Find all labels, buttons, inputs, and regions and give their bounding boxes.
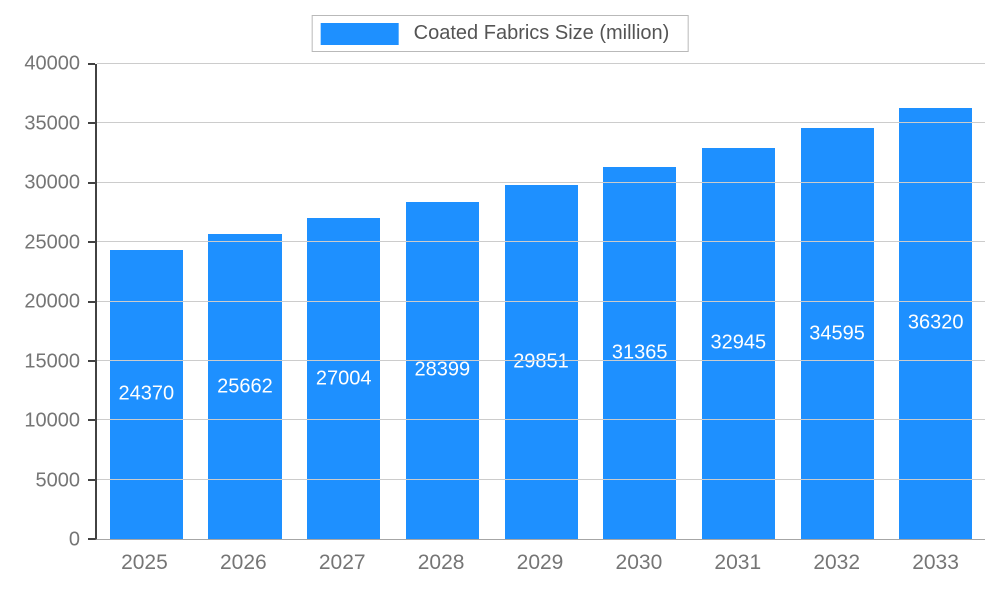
bar-slot: 28399 <box>393 64 492 539</box>
y-tick-label: 40000 <box>24 52 80 75</box>
bar-slot: 27004 <box>294 64 393 539</box>
gridline <box>97 419 985 421</box>
bar-slot: 24370 <box>97 64 196 539</box>
y-tick-label: 5000 <box>35 469 81 491</box>
y-tick-label: 25000 <box>24 231 80 253</box>
x-tick-label: 2028 <box>417 551 465 574</box>
legend-swatch <box>320 22 399 45</box>
y-tick-mark <box>88 419 95 422</box>
y-tick-mark <box>88 241 95 244</box>
bar-value-label: 34595 <box>809 322 865 345</box>
x-tick-label: 2027 <box>318 551 366 574</box>
gridline <box>97 241 985 243</box>
bar-value-label: 28399 <box>414 358 471 381</box>
x-tick-label: 2026 <box>219 551 267 574</box>
x-tick-label: 2032 <box>813 551 861 574</box>
y-tick-mark <box>88 181 95 184</box>
gridline <box>97 478 985 480</box>
gridline <box>97 63 985 64</box>
bar-value-label: 25662 <box>217 375 273 398</box>
gridline <box>97 300 985 302</box>
y-tick-label: 0 <box>68 528 80 551</box>
gridline <box>97 359 985 361</box>
bars-container: 24370 25662 27004 28399 29851 31365 32945 34595… <box>97 64 985 539</box>
bar-2030[interactable]: 31365 <box>603 166 677 539</box>
plot-area: 24370 25662 27004 28399 29851 31365 32945 34595… <box>88 63 985 540</box>
bar-slot: 29851 <box>492 64 591 539</box>
x-tick-label: 2031 <box>714 551 762 574</box>
bar-value-label: 32945 <box>710 331 767 354</box>
bar-2031[interactable]: 32945 <box>701 147 775 539</box>
bar-value-label: 29851 <box>513 350 569 373</box>
bar-value-label: 36320 <box>907 311 964 334</box>
bar-value-label: 24370 <box>118 382 175 405</box>
x-tick-label: 2030 <box>615 551 663 574</box>
gridline <box>97 181 985 183</box>
chart-legend: Coated Fabrics Size (million) <box>311 15 689 52</box>
gridline <box>97 122 985 124</box>
bar-slot: 32945 <box>689 64 788 539</box>
bar-2029[interactable]: 29851 <box>504 184 578 539</box>
bar-slot: 31365 <box>590 64 689 539</box>
y-tick-mark <box>88 538 95 540</box>
y-tick-label: 35000 <box>24 112 80 134</box>
x-tick-label: 2033 <box>912 551 959 574</box>
bar-2028[interactable]: 28399 <box>405 201 479 539</box>
y-tick-label: 20000 <box>24 290 80 313</box>
y-tick-label: 15000 <box>24 350 80 372</box>
bar-slot: 25662 <box>196 64 295 539</box>
x-axis: 2025 2026 2027 2028 2029 2030 2031 2032 2033 <box>95 551 985 575</box>
x-tick-label: 2029 <box>516 551 564 574</box>
bar-2032[interactable]: 34595 <box>800 128 874 539</box>
bar-slot: 36320 <box>886 64 985 539</box>
legend-label: Coated Fabrics Size (million) <box>413 22 670 44</box>
bar-value-label: 31365 <box>611 341 668 364</box>
x-tick-label: 2025 <box>121 551 168 574</box>
y-axis: 0 5000 10000 15000 20000 25000 30000 35000 40000 <box>0 53 86 551</box>
bar-2026[interactable]: 25662 <box>208 234 282 539</box>
y-tick-label: 10000 <box>24 409 80 432</box>
y-tick-mark <box>88 122 95 125</box>
bar-2033[interactable]: 36320 <box>899 107 973 539</box>
bar-slot: 34595 <box>788 64 887 539</box>
y-tick-mark <box>88 63 95 65</box>
y-tick-mark <box>88 300 95 303</box>
y-tick-mark <box>88 478 95 481</box>
y-tick-mark <box>88 359 95 362</box>
bar-value-label: 27004 <box>315 367 372 390</box>
bar-2025[interactable]: 24370 <box>109 249 183 539</box>
y-tick-label: 30000 <box>24 171 80 194</box>
bar-2027[interactable]: 27004 <box>307 218 381 539</box>
